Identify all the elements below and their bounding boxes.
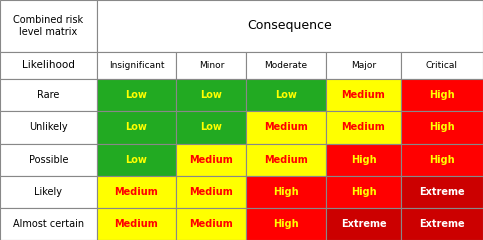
- Bar: [97, 79, 176, 111]
- Bar: [326, 208, 401, 240]
- Text: High: High: [429, 122, 455, 132]
- Bar: [401, 176, 483, 208]
- Bar: [97, 144, 176, 176]
- Text: Unlikely: Unlikely: [29, 122, 68, 132]
- Bar: [97, 208, 176, 240]
- Text: Insignificant: Insignificant: [109, 61, 164, 70]
- Bar: [97, 176, 176, 208]
- Bar: [326, 52, 401, 79]
- Bar: [401, 111, 483, 144]
- Text: Medium: Medium: [341, 122, 385, 132]
- Text: High: High: [273, 187, 299, 197]
- Text: Medium: Medium: [264, 122, 308, 132]
- Bar: [246, 52, 326, 79]
- Bar: [246, 144, 326, 176]
- Bar: [176, 144, 246, 176]
- Text: High: High: [351, 155, 376, 165]
- Text: Low: Low: [126, 122, 147, 132]
- Text: Medium: Medium: [189, 155, 233, 165]
- Text: Possible: Possible: [28, 155, 68, 165]
- Bar: [0, 208, 97, 240]
- Bar: [176, 111, 246, 144]
- Text: Extreme: Extreme: [341, 219, 386, 229]
- Text: Medium: Medium: [114, 219, 158, 229]
- Bar: [326, 144, 401, 176]
- Text: High: High: [429, 90, 455, 100]
- Bar: [0, 111, 97, 144]
- Bar: [97, 0, 483, 52]
- Bar: [401, 79, 483, 111]
- Text: Likelihood: Likelihood: [22, 60, 75, 70]
- Bar: [0, 52, 97, 79]
- Text: Extreme: Extreme: [419, 187, 465, 197]
- Bar: [401, 52, 483, 79]
- Bar: [326, 79, 401, 111]
- Bar: [97, 52, 176, 79]
- Text: High: High: [273, 219, 299, 229]
- Bar: [246, 176, 326, 208]
- Text: Medium: Medium: [114, 187, 158, 197]
- Text: Low: Low: [275, 90, 297, 100]
- Bar: [401, 144, 483, 176]
- Text: Critical: Critical: [426, 61, 458, 70]
- Text: Extreme: Extreme: [419, 219, 465, 229]
- Bar: [176, 79, 246, 111]
- Text: Moderate: Moderate: [265, 61, 308, 70]
- Text: High: High: [429, 155, 455, 165]
- Bar: [97, 111, 176, 144]
- Text: Almost certain: Almost certain: [13, 219, 84, 229]
- Bar: [0, 79, 97, 111]
- Text: Medium: Medium: [264, 155, 308, 165]
- Text: High: High: [351, 187, 376, 197]
- Bar: [246, 208, 326, 240]
- Bar: [176, 176, 246, 208]
- Bar: [176, 208, 246, 240]
- Text: Rare: Rare: [37, 90, 59, 100]
- Text: Combined risk
level matrix: Combined risk level matrix: [13, 15, 84, 37]
- Text: Low: Low: [126, 155, 147, 165]
- Text: Medium: Medium: [341, 90, 385, 100]
- Bar: [176, 52, 246, 79]
- Bar: [326, 111, 401, 144]
- Text: Low: Low: [126, 90, 147, 100]
- Bar: [0, 144, 97, 176]
- Bar: [0, 176, 97, 208]
- Text: Medium: Medium: [189, 219, 233, 229]
- Text: Low: Low: [200, 122, 222, 132]
- Bar: [401, 208, 483, 240]
- Text: Major: Major: [351, 61, 376, 70]
- Bar: [246, 79, 326, 111]
- Text: Low: Low: [200, 90, 222, 100]
- Bar: [246, 111, 326, 144]
- Text: Likely: Likely: [34, 187, 62, 197]
- Text: Medium: Medium: [189, 187, 233, 197]
- Text: Consequence: Consequence: [247, 19, 332, 32]
- Text: Minor: Minor: [199, 61, 224, 70]
- Bar: [0, 0, 97, 52]
- Bar: [326, 176, 401, 208]
